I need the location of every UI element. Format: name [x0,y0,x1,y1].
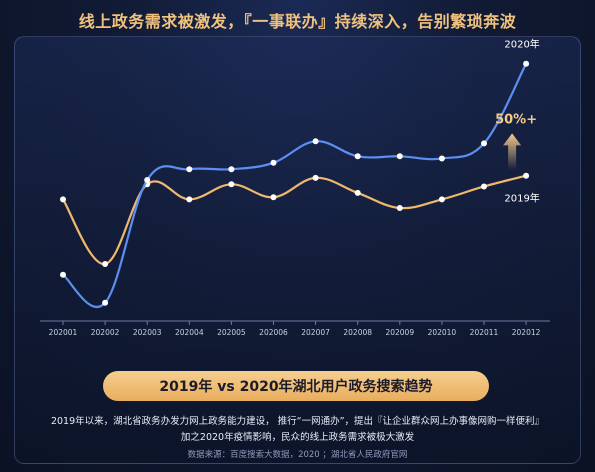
data-point [312,174,319,181]
data-point [481,183,487,190]
x-tick-label: 202003 [133,328,162,337]
chart-caption: 2019年 vs 2020年湖北用户政务搜索趋势 [103,371,489,401]
data-point [438,196,445,203]
data-point [102,261,109,267]
data-point [354,189,361,196]
data-point [102,299,109,306]
data-source: 数据来源：百度搜索大数据，2020 ；湖北省人民政府官网 [187,450,408,460]
x-tick-label: 202002 [91,328,120,337]
x-tick-label: 202001 [49,328,78,337]
trend-chart: 202001 202002 202003 202004 202005 202006 2020… [40,38,550,337]
headline: 线上政务需求被激发，『一事联办』持续深入，告别繁琐奔波 [78,12,517,31]
description-line-2: 加之2020年疫情影响，民众的线上政务需求被极大激发 [180,432,415,443]
data-point [270,194,277,201]
series-line-2020 [61,62,528,308]
data-point [396,153,403,160]
data-point [312,138,319,145]
x-tick-label: 202008 [343,328,372,337]
data-point [396,205,403,211]
data-point [60,271,66,278]
description-line-1: 2019年以来，湖北省政务办发力网上政务能力建设， 推行“一网通办”，提出『让企… [50,416,545,427]
data-point [438,155,445,162]
data-point [523,172,530,179]
data-point [186,196,193,203]
x-tick-label: 202004 [175,328,204,337]
series-label-2019: 2019年 [504,192,539,205]
data-point [228,166,235,173]
data-point [228,181,235,188]
x-tick-label: 202009 [385,328,414,337]
data-point [270,159,277,166]
data-point [144,177,151,183]
x-tick-label: 202005 [217,328,246,337]
data-point [354,153,361,160]
growth-annotation: 50%+ [495,112,537,127]
series-label-2020: 2020年 [504,38,539,51]
x-tick-label: 202011 [470,328,499,337]
x-tick-label: 202010 [428,328,457,337]
data-point [186,166,193,173]
growth-arrow-icon [503,133,522,170]
data-point [523,60,530,67]
data-point [481,140,487,147]
x-tick-label: 202007 [301,328,330,337]
data-point [60,196,66,203]
x-tick-label: 202006 [259,328,288,337]
x-tick-label: 202012 [512,328,541,337]
